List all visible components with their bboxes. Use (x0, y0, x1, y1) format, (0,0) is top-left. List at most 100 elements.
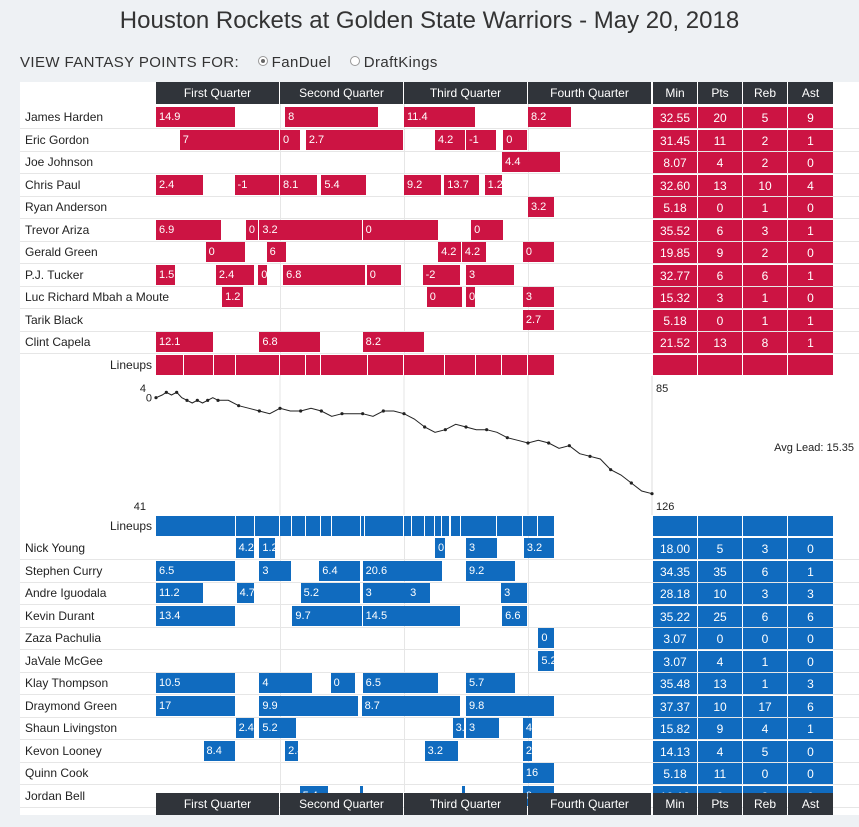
home-lineup-segment[interactable] (445, 355, 476, 375)
fantasy-bar[interactable]: 3.2 (259, 219, 362, 240)
fantasy-bar[interactable]: 12.1 (156, 332, 213, 352)
fantasy-bar[interactable]: 3 (362, 583, 412, 603)
score-point[interactable] (361, 412, 365, 416)
score-point[interactable] (443, 428, 447, 432)
fantasy-bar[interactable]: 0 (522, 242, 554, 262)
score-point[interactable] (505, 436, 509, 440)
score-point[interactable] (278, 406, 282, 410)
score-point[interactable] (567, 444, 571, 448)
fantasy-bar[interactable]: -2 (422, 264, 460, 285)
away-lineup-segment[interactable] (442, 516, 450, 536)
fantasy-bar[interactable]: 3.2 (424, 740, 458, 761)
home-lineup-segment[interactable] (502, 355, 527, 375)
away-lineup-segment[interactable] (321, 516, 331, 536)
fantasy-bar[interactable]: 5.2 (538, 650, 557, 671)
fantasy-bar[interactable]: 9.9 (259, 695, 358, 716)
fantasy-bar[interactable]: 3 (466, 718, 500, 738)
fantasy-bar[interactable]: 2.7 (522, 309, 554, 330)
fantasy-bar[interactable]: 6.8 (283, 264, 365, 285)
away-lineup-segment[interactable] (460, 516, 496, 536)
fantasy-bar[interactable]: 0 (362, 219, 439, 240)
fanduel-radio[interactable] (257, 56, 268, 66)
fantasy-bar[interactable]: 2.4 (156, 174, 203, 195)
fantasy-bar[interactable]: 14.5 (362, 605, 460, 626)
fantasy-bar[interactable]: 5.4 (321, 174, 366, 195)
fantasy-bar[interactable]: 8.2 (362, 332, 424, 352)
fantasy-bar[interactable]: 2.4 (285, 740, 303, 761)
fantasy-bar[interactable]: 9.2 (466, 560, 515, 581)
away-lineup-segment[interactable] (404, 516, 412, 536)
away-lineup-segment[interactable] (331, 516, 360, 536)
fantasy-bar[interactable]: -1 (234, 174, 279, 195)
fantasy-bar[interactable]: 8.7 (361, 695, 460, 716)
fantasy-bar[interactable]: 0 (258, 264, 267, 285)
fantasy-bar[interactable]: 0 (245, 219, 259, 240)
fantasy-bar[interactable]: 6.4 (319, 560, 360, 581)
score-point[interactable] (154, 396, 158, 400)
fantasy-bar[interactable]: 4.5 (522, 718, 541, 738)
away-lineup-segment[interactable] (364, 516, 403, 536)
score-point[interactable] (609, 468, 613, 472)
fantasy-bar[interactable]: 11.4 (404, 107, 476, 127)
away-lineup-segment[interactable] (522, 516, 538, 536)
fantasy-bar[interactable]: 11.2 (156, 583, 203, 603)
home-lineup-segment[interactable] (305, 355, 321, 375)
fantasy-bar[interactable]: 3.2 (452, 718, 471, 738)
fantasy-bar[interactable]: 5.2 (300, 583, 360, 603)
away-lineup-segment[interactable] (235, 516, 255, 536)
fantasy-bar[interactable]: 2.4 (215, 264, 255, 285)
fantasy-bar[interactable]: 0 (205, 242, 245, 262)
score-point[interactable] (547, 441, 551, 445)
fantasy-bar[interactable]: 3 (466, 538, 498, 558)
fantasy-bar[interactable]: 3 (522, 287, 554, 307)
fantasy-bar[interactable]: 6.8 (259, 332, 321, 352)
score-point[interactable] (485, 428, 489, 432)
fantasy-bar[interactable]: 13.7 (444, 174, 480, 195)
score-point[interactable] (464, 425, 468, 429)
fantasy-bar[interactable]: -1 (466, 129, 496, 150)
fantasy-bar[interactable]: 3.2 (528, 197, 554, 217)
fantasy-bar[interactable]: 3 (407, 583, 430, 603)
home-lineup-segment[interactable] (183, 355, 213, 375)
fantasy-bar[interactable]: 14.9 (156, 107, 235, 127)
home-lineup-segment[interactable] (528, 355, 554, 375)
fantasy-bar[interactable]: 1.2 (222, 287, 243, 307)
fantasy-bar[interactable]: 10.5 (156, 673, 235, 693)
away-lineup-segment[interactable] (497, 516, 522, 536)
fantasy-bar[interactable]: 2.4 (235, 718, 255, 738)
fantasy-bar[interactable]: 4.2 (235, 538, 255, 558)
home-lineup-segment[interactable] (321, 355, 367, 375)
fantasy-bar[interactable]: 2 (522, 740, 533, 761)
away-lineup-segment[interactable] (412, 516, 424, 536)
away-lineup-segment[interactable] (292, 516, 305, 536)
fantasy-bar[interactable]: 0 (471, 219, 504, 240)
fantasy-bar[interactable]: 5.2 (259, 718, 296, 738)
draftkings-radio[interactable] (349, 56, 360, 66)
home-lineup-segment[interactable] (404, 355, 445, 375)
score-point[interactable] (588, 454, 592, 458)
fantasy-bar[interactable]: 0 (466, 287, 476, 307)
score-point[interactable] (164, 390, 168, 394)
away-lineup-segment[interactable] (450, 516, 460, 536)
score-point[interactable] (402, 412, 406, 416)
fantasy-bar[interactable]: 9.8 (466, 695, 554, 716)
fantasy-bar[interactable]: 2.7 (305, 129, 403, 150)
home-lineup-segment[interactable] (156, 355, 183, 375)
fantasy-bar[interactable]: 0 (538, 628, 554, 648)
away-lineup-segment[interactable] (538, 516, 554, 536)
score-point[interactable] (175, 390, 179, 394)
fantasy-bar[interactable]: 0 (280, 129, 300, 150)
fantasy-bar[interactable]: 0 (366, 264, 401, 285)
away-lineup-segment[interactable] (156, 516, 235, 536)
fantasy-bar[interactable]: 8.4 (203, 740, 235, 761)
draftkings-option[interactable]: DraftKings (349, 54, 438, 71)
home-lineup-segment[interactable] (213, 355, 235, 375)
fantasy-bar[interactable]: 6.9 (156, 219, 222, 240)
fantasy-bar[interactable]: 3.2 (523, 538, 554, 558)
fantasy-bar[interactable]: 4.4 (502, 152, 561, 172)
fantasy-bar[interactable]: 17 (156, 695, 235, 716)
score-point[interactable] (650, 492, 654, 496)
fantasy-bar[interactable]: 6.6 (502, 605, 527, 626)
score-point[interactable] (206, 398, 210, 402)
fantasy-bar[interactable]: 4.7 (236, 583, 255, 603)
